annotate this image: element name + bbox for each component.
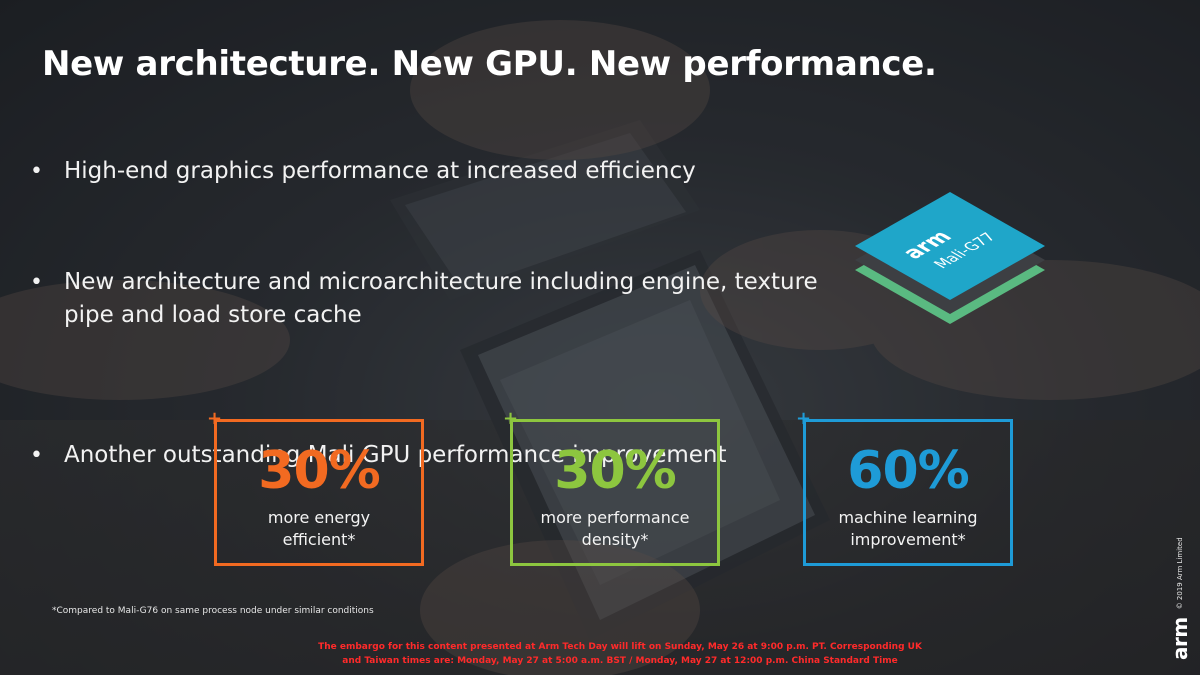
- stat-label-line: more performance: [540, 508, 690, 527]
- stat-label: more performance density*: [513, 507, 717, 551]
- stat-label: more energy efficient*: [217, 507, 421, 551]
- stat-label: machine learning improvement*: [806, 507, 1010, 551]
- embargo-line: and Taiwan times are: Monday, May 27 at …: [342, 656, 898, 666]
- copyright-text: © 2019 Arm Limited: [1176, 537, 1184, 610]
- bullet-list: High-end graphics performance at increas…: [30, 155, 830, 472]
- side-logo: arm © 2019 Arm Limited: [1168, 537, 1192, 660]
- embargo-line: The embargo for this content presented a…: [318, 642, 922, 652]
- stat-label-line: efficient*: [282, 530, 356, 549]
- stat-card-ml: + 60% machine learning improvement*: [796, 410, 1013, 566]
- bullet-item: New architecture and microarchitecture i…: [30, 266, 824, 332]
- stat-card-performance: + 30% more performance density*: [503, 410, 720, 566]
- plus-icon: +: [796, 408, 812, 429]
- embargo-notice: The embargo for this content presented a…: [270, 640, 970, 668]
- stat-value: 30%: [554, 441, 676, 501]
- stat-label-line: machine learning: [838, 508, 978, 527]
- stat-card-energy: + 30% more energy efficient*: [207, 410, 424, 566]
- slide-title: New architecture. New GPU. New performan…: [42, 44, 937, 84]
- chip-layer-top: [855, 192, 1045, 300]
- footnote: *Compared to Mali-G76 on same process no…: [52, 606, 374, 616]
- bullet-item: Another outstanding Mali GPU performance…: [30, 439, 830, 472]
- stat-label-line: more energy: [267, 508, 371, 527]
- plus-icon: +: [503, 408, 519, 429]
- arm-logo: arm: [1168, 617, 1192, 660]
- stat-value: 60%: [847, 441, 969, 501]
- stat-label-line: improvement*: [850, 530, 966, 549]
- stat-label-line: density*: [581, 530, 649, 549]
- bullet-item: High-end graphics performance at increas…: [30, 155, 830, 188]
- stat-value: 30%: [258, 441, 380, 501]
- mali-chip-graphic: arm Mali-G77: [855, 192, 1045, 324]
- plus-icon: +: [207, 408, 223, 429]
